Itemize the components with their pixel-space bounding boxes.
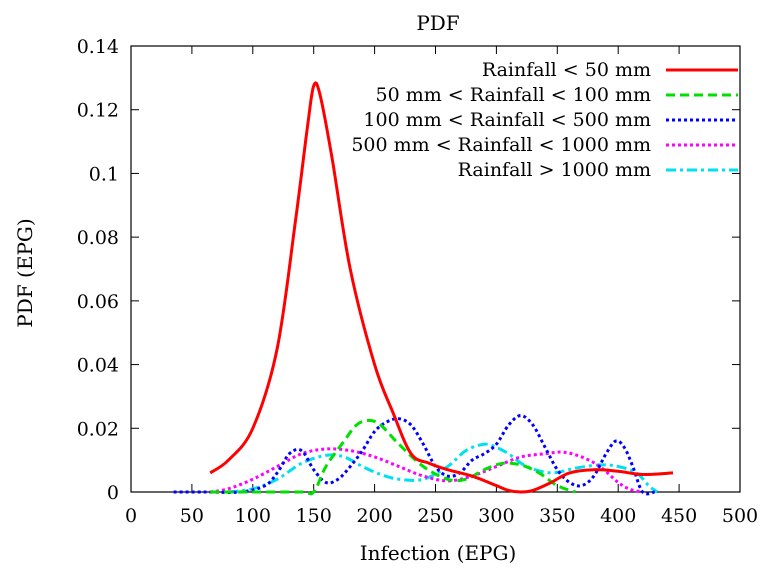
legend-label: Rainfall < 50 mm: [482, 59, 651, 81]
x-tick-label: 50: [180, 505, 204, 527]
x-tick-label: 0: [125, 505, 137, 527]
x-tick-label: 400: [600, 505, 636, 527]
legend-label: 500 mm < Rainfall < 1000 mm: [351, 134, 651, 156]
y-tick-label: 0.04: [77, 355, 119, 377]
x-tick-label: 150: [296, 505, 332, 527]
y-tick-label: 0.06: [77, 291, 119, 313]
x-tick-label: 450: [661, 505, 697, 527]
y-tick-label: 0: [107, 482, 119, 504]
y-tick-label: 0.08: [77, 227, 119, 249]
x-tick-label: 500: [722, 505, 758, 527]
y-tick-label: 0.02: [77, 418, 119, 440]
legend-label: 100 mm < Rainfall < 500 mm: [363, 109, 651, 131]
legend-label: Rainfall > 1000 mm: [458, 159, 651, 181]
legend: Rainfall < 50 mm 50 mm < Rainfall < 100 m…: [351, 59, 738, 181]
x-tick-label: 250: [417, 505, 453, 527]
series-line-2: [210, 418, 577, 496]
y-axis-ticks: 0 0.02 0.04 0.06 0.08 0.1 0.12 0.14: [77, 36, 740, 504]
y-tick-label: 0.14: [77, 36, 119, 58]
x-axis-label: Infection (EPG): [360, 541, 517, 565]
x-tick-label: 300: [478, 505, 514, 527]
x-tick-label: 100: [235, 505, 271, 527]
legend-label: 50 mm < Rainfall < 100 mm: [376, 84, 651, 106]
series-lines: [173, 81, 674, 496]
x-tick-label: 200: [356, 505, 392, 527]
y-tick-label: 0.1: [89, 163, 119, 185]
series-line-5: [228, 442, 659, 494]
series-line-3: [173, 414, 656, 496]
x-axis-ticks: 0 50 100 150 200 250 300 350 400 450 500: [125, 46, 758, 527]
series-line-1: [209, 81, 674, 494]
y-axis-label: PDF (EPG): [13, 218, 37, 327]
chart-title: PDF: [416, 11, 459, 35]
y-tick-label: 0.12: [77, 100, 119, 122]
x-tick-label: 350: [539, 505, 575, 527]
